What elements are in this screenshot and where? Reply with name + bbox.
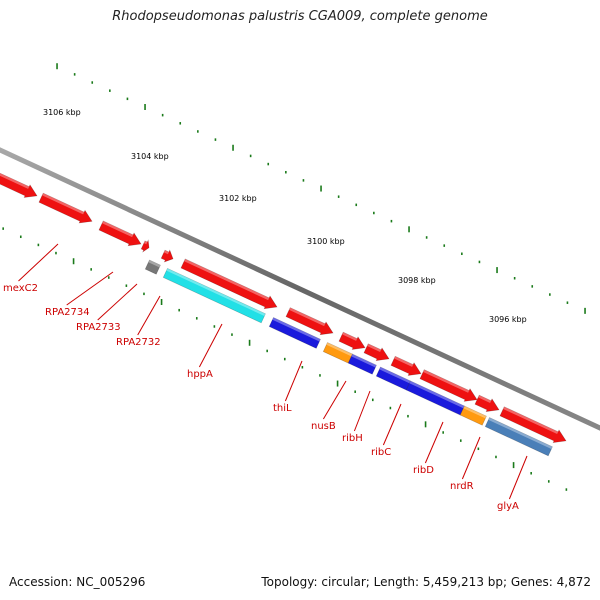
label-leader	[97, 283, 138, 321]
gene-feature	[363, 343, 390, 362]
gene-label: RPA2733	[76, 322, 121, 333]
gene-feature-highlight	[478, 395, 492, 403]
gene-feature-highlight	[367, 343, 382, 353]
gene-feature	[484, 417, 553, 457]
gene-feature-highlight	[351, 354, 377, 368]
gene-feature-highlight	[463, 405, 487, 419]
label-leader	[461, 436, 481, 480]
gene-feature-highlight	[148, 260, 161, 268]
gene-feature-highlight	[423, 369, 470, 393]
gene-feature	[98, 220, 142, 247]
label-leader	[382, 403, 402, 446]
label-leader	[284, 360, 303, 402]
gene-feature	[285, 307, 334, 336]
scale-label: 3106 kbp	[43, 108, 81, 117]
gene-feature-highlight	[289, 307, 326, 327]
gene-feature-highlight	[163, 250, 169, 255]
gene-label: mexC2	[3, 283, 38, 294]
gene-labels: mexC2 RPA2734 RPA2733 RPA2732 hppA thiL nusB ri…	[3, 283, 519, 512]
genome-summary-text: Topology: circular; Length: 5,459,213 bp…	[261, 575, 591, 589]
gene-feature	[162, 267, 266, 324]
gene-feature-highlight	[342, 332, 358, 341]
label-leader	[137, 295, 161, 336]
label-leader	[424, 421, 444, 464]
gene-label: ribH	[342, 433, 363, 444]
scale-label: 3102 kbp	[219, 194, 257, 203]
gene-feature-highlight	[326, 342, 353, 357]
gene-feature-highlight	[409, 380, 465, 409]
gene-feature-highlight	[272, 317, 321, 342]
gene-feature-highlight	[503, 406, 559, 435]
outer-tick-marks	[56, 63, 586, 314]
gene-feature	[390, 355, 422, 376]
gene-label: glyA	[497, 501, 519, 512]
gene-feature-highlight	[379, 367, 411, 384]
gene-label: nrdR	[450, 481, 474, 492]
label-leader	[18, 243, 59, 282]
label-leader-lines	[18, 243, 528, 500]
backbone-line	[0, 147, 600, 431]
gene-label: RPA2732	[116, 337, 161, 348]
gene-feature	[140, 239, 150, 253]
scale-label: 3104 kbp	[131, 152, 169, 161]
label-leader	[508, 455, 528, 500]
gene-feature-highlight	[0, 173, 30, 189]
gene-feature	[347, 353, 377, 375]
gene-label: ribD	[413, 465, 434, 476]
label-leader	[198, 323, 223, 368]
genome-backbone	[0, 147, 600, 431]
map-title: Rhodopseudomonas palustris CGA009, compl…	[112, 9, 488, 24]
scale-label: 3100 kbp	[307, 237, 345, 246]
gene-feature	[180, 258, 278, 310]
gene-label: thiL	[273, 403, 292, 414]
scale-label: 3098 kbp	[398, 276, 436, 285]
scale-labels: 3106 kbp 3104 kbp 3102 kbp 3100 kbp 3098 kbp…	[43, 108, 527, 324]
gene-feature-highlight	[143, 240, 148, 245]
gene-feature	[499, 406, 567, 444]
gene-feature	[419, 369, 478, 402]
accession-text: Accession: NC_005296	[9, 575, 146, 589]
gene-feature	[160, 249, 174, 263]
gene-feature-highlight	[394, 356, 414, 367]
gene-label: RPA2734	[45, 307, 90, 318]
scale-label: 3096 kbp	[489, 315, 527, 324]
gene-feature	[0, 172, 38, 198]
gene-feature-highlight	[166, 268, 266, 317]
gene-feature-highlight	[488, 417, 553, 450]
gene-label: hppA	[187, 369, 213, 380]
gene-feature	[38, 192, 93, 224]
inner-tick-marks	[2, 227, 568, 491]
gene-feature	[474, 394, 500, 412]
gene-features	[0, 172, 567, 457]
label-leader	[322, 380, 347, 420]
label-leader	[66, 271, 114, 306]
gene-feature	[459, 405, 487, 426]
gene-feature	[144, 259, 161, 275]
label-leader	[353, 390, 371, 432]
gene-feature-highlight	[102, 220, 134, 238]
gene-feature-highlight	[184, 258, 270, 301]
gene-feature-highlight	[42, 193, 85, 215]
gene-label: ribC	[371, 447, 391, 458]
gene-feature	[268, 317, 321, 349]
gene-feature	[338, 331, 366, 350]
gene-label: nusB	[311, 421, 336, 432]
